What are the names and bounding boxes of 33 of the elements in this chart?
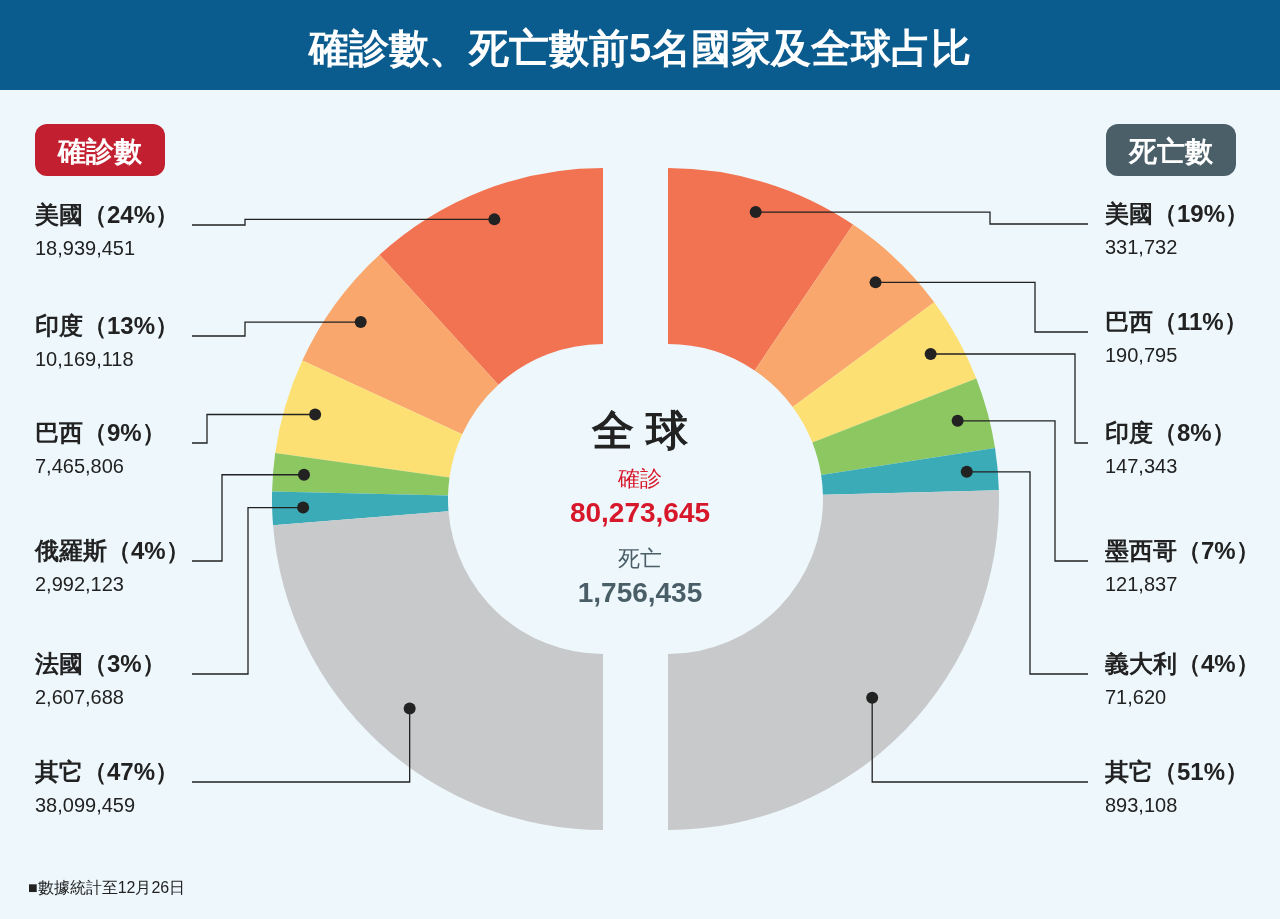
text: ■數據統計至12月26日 [28,879,186,896]
data-label: 18,939,451 [35,237,136,259]
slice-label: 法國（3%） [34,650,166,677]
data-label: 71,620 [1105,686,1167,708]
data-label: 10,169,118 [35,348,134,370]
data-label: 2,607,688 [35,686,124,708]
chart-subtitle: 確診數 [57,136,143,167]
slice-label: 美國（24%） [34,201,180,228]
text: 全 球 [591,407,689,454]
data-label: 893,108 [1105,794,1178,816]
slice-label: 其它（51%） [1104,758,1250,785]
data-label: 190,795 [1105,344,1178,366]
slice-label: 美國（19%） [1104,200,1250,227]
data-label: 2,992,123 [35,573,124,595]
data-label: 121,837 [1105,573,1178,595]
slice-label: 義大利（4%） [1104,650,1260,677]
chart-subtitle: 死亡數 [1128,136,1214,167]
slice-label: 墨西哥（7%） [1104,537,1260,564]
chart-title: 確診數、死亡數前5名國家及全球占比 [306,26,972,70]
data-label: 331,732 [1105,236,1178,258]
slice-label: 其它（47%） [34,758,180,785]
text: 確診 [617,466,662,491]
data-label: 7,465,806 [35,455,124,477]
slice-label: 巴西（11%） [1105,308,1248,335]
text: 80,273,645 [569,497,711,528]
text: 1,756,435 [577,577,703,608]
data-label: 38,099,459 [35,794,136,816]
data-label: 147,343 [1105,455,1178,477]
slice-label: 巴西（9%） [35,419,166,446]
slice-label: 俄羅斯（4%） [34,537,190,564]
slice-label: 印度（13%） [35,312,180,339]
slice-label: 印度（8%） [1105,419,1236,446]
text: 死亡 [618,546,662,571]
